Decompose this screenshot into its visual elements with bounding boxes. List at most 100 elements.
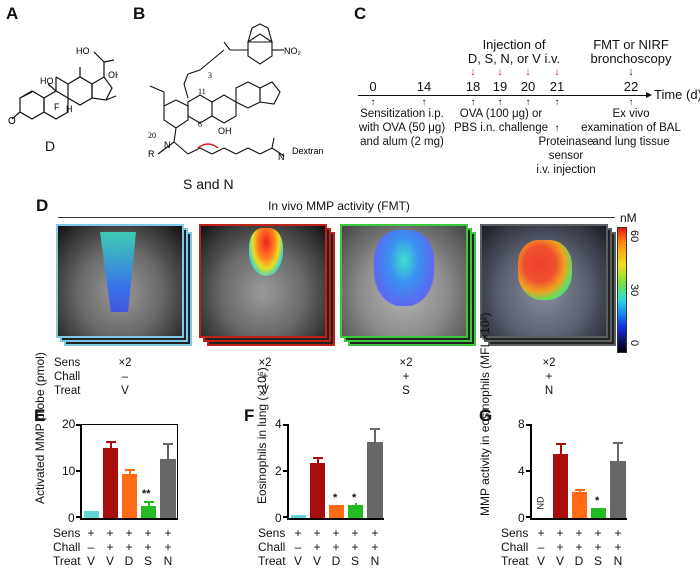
panel-e-letter: E	[34, 406, 46, 425]
sensitization-text-1: Sensitization i.p.	[360, 108, 444, 120]
compound-sn-structure: NO₂ 6 11 20 3 R N OH N Dextran	[148, 23, 324, 162]
sensor-text-1: Proteinase	[538, 136, 594, 148]
f-sens-5: +	[371, 526, 379, 540]
svg-text:N: N	[278, 152, 285, 162]
f-sens-4: +	[351, 526, 359, 540]
chart-e: **	[76, 424, 178, 520]
g-chall-3: +	[575, 540, 583, 554]
panel-a-letter: A	[6, 4, 19, 23]
f-row-treat: Treat	[258, 554, 286, 568]
svg-text:OH: OH	[108, 70, 118, 80]
panel-c-letter: C	[354, 4, 367, 23]
challenge-text-1: OVA (100 μg) or	[459, 108, 543, 120]
d-group2-chall: +	[261, 371, 269, 383]
e-ytick-0: 0	[68, 511, 75, 525]
e-treat-2: V	[105, 554, 115, 568]
red-arrow-icon: ↓	[554, 66, 560, 78]
d-group2-sens: ×2	[258, 357, 272, 369]
red-arrow-icon: ↓	[470, 66, 476, 78]
e-sens-2: +	[106, 526, 114, 540]
up-arrow-icon: ↑	[421, 97, 427, 108]
f-ytick-4: 4	[275, 417, 282, 431]
g-chall-4: +	[594, 540, 602, 554]
timeline-axis	[358, 95, 648, 96]
panel-f-letter: F	[244, 406, 255, 425]
e-treat-1: V	[86, 554, 96, 568]
day-19: 19	[492, 79, 508, 94]
red-arrow-icon: ↓	[525, 66, 531, 78]
panel-b-letter: B	[133, 4, 146, 23]
e-treat-4: S	[143, 554, 153, 568]
fmt-image-vehicle-unchallenged	[56, 224, 192, 346]
e-ytick-20: 20	[62, 417, 76, 431]
f-significance-d: *	[333, 492, 338, 504]
fmt-image-n-treated	[480, 224, 616, 346]
up-arrow-icon: ↑	[525, 97, 531, 108]
fmt-image-s-treated	[340, 224, 476, 346]
panel-g-letter: G	[479, 406, 493, 425]
svg-text:20: 20	[148, 131, 156, 140]
f-chall-4: +	[351, 540, 359, 554]
svg-text:3: 3	[208, 71, 212, 80]
day-0: 0	[369, 79, 377, 94]
colorbar	[617, 227, 627, 353]
e-chall-4: +	[144, 540, 152, 554]
g-treat-1: V	[536, 554, 546, 568]
compound-sn-label: S and N	[183, 176, 234, 192]
black-arrow-icon: ↓	[628, 66, 634, 78]
f-sens-1: +	[294, 526, 302, 540]
g-nd-label: ND	[535, 496, 546, 510]
e-chall-2: +	[106, 540, 114, 554]
e-row-sens: Sens	[53, 526, 81, 540]
timeline-arrowhead-icon	[646, 92, 652, 98]
d-group4-sens: ×2	[542, 357, 556, 369]
e-ytick-10: 10	[62, 464, 76, 478]
g-ytick-0: 0	[518, 511, 525, 525]
day-22: 22	[623, 79, 639, 94]
up-arrow-icon: ↑	[497, 97, 503, 108]
chart-f: * *	[283, 424, 384, 520]
exvivo-text-2: examination of BAL	[581, 122, 681, 134]
g-y-axis-label: MMP activity in eosinophils (MFI ×10²)	[478, 312, 492, 516]
panel-d-letter: D	[36, 196, 49, 215]
e-chall-5: +	[164, 540, 172, 554]
g-sens-4: +	[594, 526, 602, 540]
f-row-sens: Sens	[258, 526, 286, 540]
f-treat-2: V	[312, 554, 322, 568]
g-sens-1: +	[537, 526, 545, 540]
exvivo-text-3: and lung tissue	[592, 136, 670, 148]
colorbar-tick-60: 60	[628, 230, 640, 243]
colorbar-tick-0: 0	[628, 340, 640, 347]
injection-label-2: D, S, N, or V i.v.	[467, 51, 561, 66]
colorbar-tick-30: 30	[628, 284, 640, 297]
up-arrow-icon: ↑	[628, 97, 634, 108]
svg-text:H: H	[66, 104, 73, 114]
g-chall-5: +	[614, 540, 622, 554]
svg-text:11: 11	[198, 87, 206, 96]
e-row-treat: Treat	[53, 554, 81, 568]
d-group4-chall: +	[545, 371, 553, 383]
e-sens-3: +	[125, 526, 133, 540]
svg-text:O: O	[8, 116, 16, 127]
chart-g: ND *	[526, 424, 627, 520]
fmt-title-rule	[58, 217, 615, 218]
red-arrow-icon: ↓	[497, 66, 503, 78]
g-sens-3: +	[575, 526, 583, 540]
e-chall-1: –	[87, 540, 95, 554]
d-group1-sens: ×2	[118, 357, 132, 369]
sensitization-text-2: with OVA (50 μg)	[358, 122, 446, 134]
svg-text:OH: OH	[218, 126, 232, 136]
svg-text:F: F	[54, 102, 60, 112]
g-chall-1: –	[537, 540, 545, 554]
f-sens-3: +	[332, 526, 340, 540]
up-arrow-icon: ↑	[370, 97, 376, 108]
e-treat-3: D	[124, 554, 134, 568]
day-20: 20	[520, 79, 536, 94]
f-row-chall: Chall	[258, 540, 286, 554]
f-chall-2: +	[313, 540, 321, 554]
e-treat-5: N	[163, 554, 173, 568]
f-treat-5: N	[370, 554, 380, 568]
f-significance-s: *	[352, 492, 357, 504]
svg-text:HO: HO	[76, 46, 90, 56]
e-sens-5: +	[164, 526, 172, 540]
